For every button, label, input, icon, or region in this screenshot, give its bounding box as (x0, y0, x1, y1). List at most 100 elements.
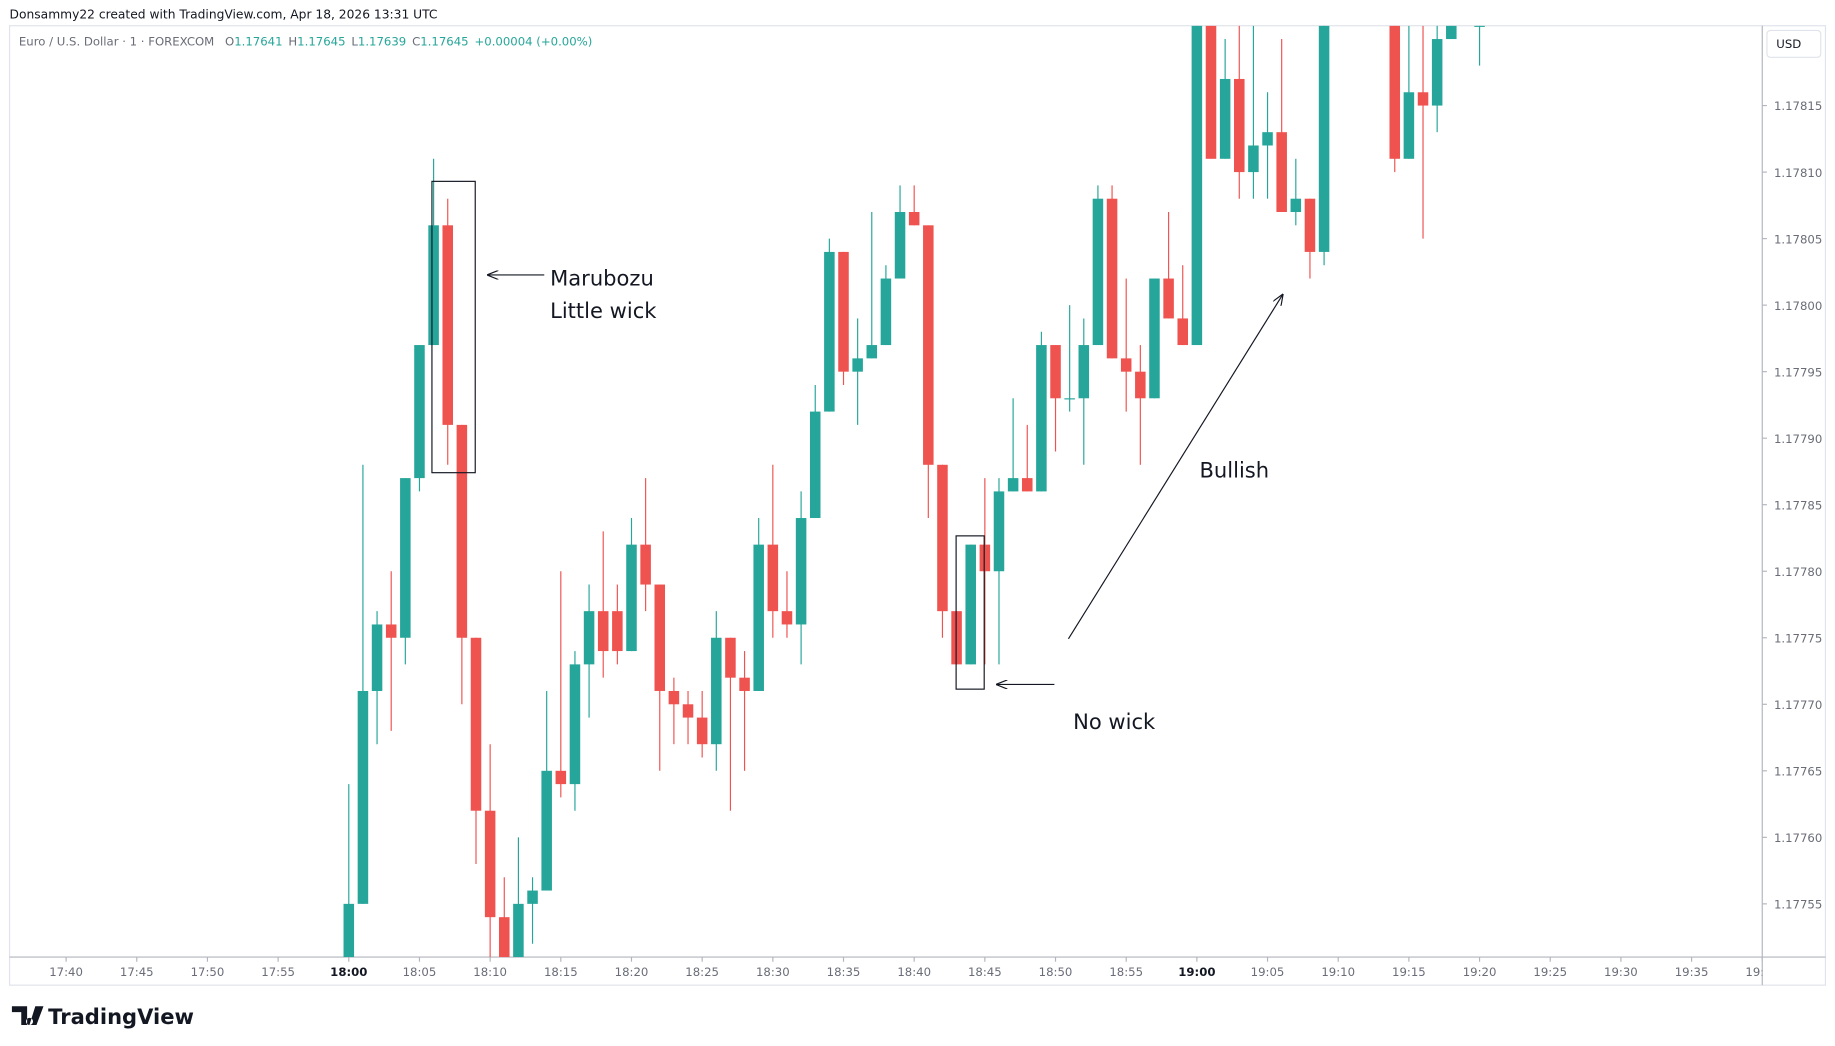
candle-body (1135, 371, 1146, 399)
ohlc-label: O (225, 35, 234, 49)
ohlc-value: 1.17639 (358, 35, 406, 49)
chart-frame (8, 25, 1827, 986)
candle-body (795, 518, 807, 625)
x-tick-label: 18:50 (1039, 965, 1073, 979)
candle-body (1403, 92, 1415, 159)
y-tick-label: 1.17765 (1774, 764, 1822, 778)
plot (343, 25, 1485, 958)
x-tick-label: 18:15 (544, 965, 578, 979)
candle-body (1248, 145, 1259, 173)
candle-body (866, 345, 878, 359)
candle-body (809, 411, 821, 519)
x-axis: 17:40 17:45 17:50 17:55 18:00 18:05 18:10 18:15… (49, 957, 1779, 979)
ohlc-label: L (351, 35, 358, 49)
candle-body (979, 544, 991, 572)
x-tick-label: 19:40 (1745, 965, 1779, 979)
y-tick-label: 1.17780 (1774, 565, 1822, 579)
candle-body (1290, 198, 1302, 213)
annotation-arrow (1067, 295, 1282, 640)
x-tick-label: 19:05 (1251, 965, 1285, 979)
ohlc-label: H (288, 35, 297, 49)
y-tick-label: 1.17795 (1774, 365, 1822, 379)
candle-body (668, 690, 680, 705)
candle-body (1219, 78, 1231, 159)
candle-body (470, 637, 482, 811)
x-tick-label: 18:35 (827, 965, 861, 979)
symbol: Euro / U.S. Dollar · 1 · FOREXCOM (19, 35, 214, 49)
candle-body (1106, 198, 1118, 359)
candle-body (499, 917, 510, 958)
candle-body (569, 664, 581, 785)
candle-body (1064, 398, 1075, 400)
annotation: Bullish (1199, 457, 1269, 482)
x-tick-label: 18:20 (615, 965, 649, 979)
candle-body (1177, 318, 1189, 346)
ohlc-value: 1.17641 (234, 35, 282, 49)
candle-body (880, 278, 892, 346)
x-tick-label: 17:55 (261, 965, 295, 979)
candle-body (781, 611, 793, 625)
candle-body (923, 225, 934, 465)
candle-body (1318, 25, 1330, 252)
candle-body (1163, 278, 1174, 319)
candle-body (1389, 25, 1401, 159)
candle-body (640, 544, 651, 585)
x-tick-label: 17:40 (49, 965, 83, 979)
y-tick-label: 1.17775 (1774, 631, 1822, 645)
annotation: Little wick (550, 298, 657, 323)
x-tick-label: 19:30 (1604, 965, 1638, 979)
candle-body (555, 770, 567, 785)
caption: Donsammy22 created with TradingView.com,… (10, 8, 438, 22)
candle-body (1191, 25, 1203, 346)
y-tick-label: 1.17815 (1774, 99, 1822, 113)
candle-body (725, 637, 736, 678)
candle-body (1007, 478, 1019, 492)
logo: TradingView (11, 1004, 194, 1029)
change: +0.00004 (+0.00%) (474, 35, 592, 49)
candle-body (1050, 345, 1061, 399)
y-tick-label: 1.17770 (1774, 698, 1822, 712)
candle-body (513, 903, 524, 958)
candle-body (739, 677, 750, 691)
y-tick-label: 1.17805 (1774, 232, 1822, 246)
annotation-box (955, 535, 985, 690)
x-tick-label: 17:45 (120, 965, 154, 979)
x-tick-label: 18:40 (897, 965, 931, 979)
candle-body (908, 212, 920, 226)
candle-body (1276, 132, 1287, 213)
x-tick-label: 19:35 (1675, 965, 1709, 979)
x-tick-label: 18:25 (685, 965, 719, 979)
x-tick-label: 18:00 (330, 965, 367, 979)
x-tick-label: 19:25 (1533, 965, 1567, 979)
annotation-box (431, 180, 476, 474)
y-tick-label: 1.17760 (1774, 831, 1822, 845)
candle-body (852, 358, 863, 372)
candle-body (597, 611, 609, 652)
candle-body (626, 544, 637, 652)
x-tick-label: 19:00 (1178, 965, 1215, 979)
candle-body (1446, 25, 1457, 40)
x-tick-label: 18:45 (968, 965, 1002, 979)
candle-body (1234, 78, 1245, 173)
candle-body (1149, 278, 1160, 399)
x-tick-label: 19:15 (1392, 965, 1426, 979)
x-tick-label: 19:20 (1463, 965, 1497, 979)
candle-body (428, 225, 439, 346)
candle-body (456, 424, 468, 638)
y-axis: 1.17755 1.17760 1.17765 1.17770 1.17775 1.177… (1762, 99, 1822, 912)
ohlc-value: 1.17645 (420, 35, 468, 49)
candle-body (371, 624, 383, 691)
candle-body (1021, 478, 1033, 492)
candle-body (1474, 25, 1485, 27)
currency-box[interactable] (1766, 29, 1822, 58)
x-tick-label: 17:50 (191, 965, 225, 979)
candle-body (1036, 345, 1047, 492)
candle-body (1092, 198, 1104, 346)
y-tick-label: 1.17785 (1774, 498, 1822, 512)
x-tick-label: 18:55 (1109, 965, 1143, 979)
y-tick-label: 1.17800 (1774, 299, 1822, 313)
candle-body (838, 251, 849, 372)
candle-body (824, 251, 835, 412)
